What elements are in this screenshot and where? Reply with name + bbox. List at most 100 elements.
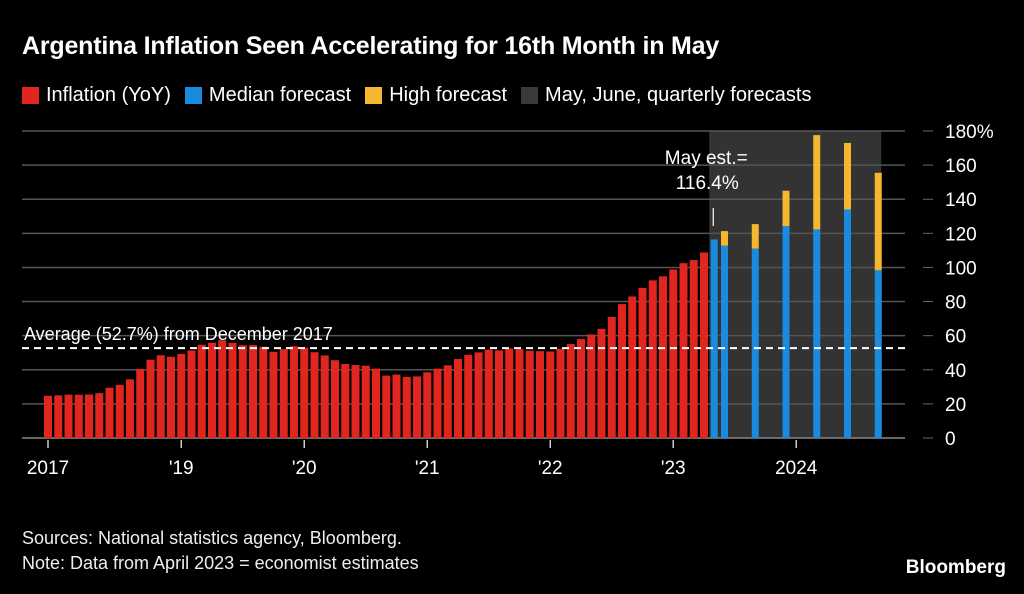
y-tick-label: 100: [945, 258, 977, 279]
inflation-bar: [454, 359, 462, 438]
median-forecast-bar: [813, 229, 821, 438]
inflation-bar: [197, 344, 206, 438]
sources-note: Sources: National statistics agency, Blo…: [22, 528, 402, 548]
data-note: Note: Data from April 2023 = economist e…: [22, 553, 419, 573]
inflation-bar: [351, 365, 360, 438]
inflation-bar: [402, 376, 411, 438]
inflation-bar: [648, 280, 657, 438]
inflation-bar: [269, 351, 278, 438]
inflation-bar: [95, 393, 104, 438]
high-forecast-bar: [782, 190, 790, 226]
legend-item-inflation: Inflation (YoY): [22, 84, 171, 107]
y-tick-label: 80: [945, 293, 966, 314]
inflation-bar: [577, 339, 585, 438]
inflation-bar: [669, 269, 678, 438]
y-tick-label: 120: [945, 224, 977, 245]
x-tick-label: '19: [169, 458, 194, 479]
inflation-bar: [341, 363, 350, 438]
median-forecast-bar: [782, 225, 790, 438]
legend-label: Inflation (YoY): [46, 84, 171, 106]
high-forecast-bar: [813, 135, 821, 230]
inflation-bar: [290, 346, 298, 438]
median-forecast-bar: [874, 270, 882, 438]
x-tick-label: 2017: [27, 458, 69, 479]
inflation-bar: [115, 384, 124, 438]
inflation-bar: [320, 355, 329, 438]
median-forecast-bar: [721, 245, 728, 438]
inflation-bar: [85, 394, 93, 438]
inflation-bar: [300, 347, 309, 438]
median-forecast-bar: [710, 239, 718, 438]
inflation-bar: [126, 379, 134, 438]
inflation-bar: [423, 372, 432, 438]
inflation-bar: [689, 260, 698, 438]
inflation-bar: [331, 360, 339, 438]
median-forecast-bar: [751, 248, 759, 438]
inflation-bar: [505, 348, 514, 438]
inflation-bar: [566, 344, 575, 438]
inflation-bar: [187, 350, 196, 438]
legend-swatch-blue: [184, 87, 202, 104]
inflation-bar: [607, 316, 616, 438]
legend-item-high: High forecast: [365, 84, 507, 107]
legend-label: Median forecast: [208, 84, 352, 106]
high-forecast-bar: [844, 142, 851, 210]
inflation-bar: [525, 350, 534, 438]
y-tick-label: 20: [945, 395, 966, 416]
y-tick-label: 0: [945, 429, 956, 450]
x-tick-label: '21: [415, 458, 440, 479]
inflation-bar: [156, 355, 165, 438]
y-tick-label: 60: [945, 327, 966, 348]
high-forecast-bar: [751, 224, 759, 249]
inflation-bar: [618, 304, 626, 438]
inflation-bar: [443, 365, 452, 438]
inflation-bar: [259, 346, 268, 438]
inflation-bar: [587, 334, 596, 438]
inflation-bar: [495, 350, 503, 438]
inflation-bar: [372, 368, 380, 438]
inflation-bar: [54, 395, 63, 438]
inflation-bar: [238, 345, 247, 438]
inflation-bar: [74, 394, 83, 438]
inflation-bar: [659, 276, 667, 438]
legend-label: High forecast: [389, 84, 508, 106]
annotation-value: 116.4%: [676, 173, 739, 194]
legend-item-median: Median forecast: [184, 84, 352, 107]
forecast-shaded-region: [709, 131, 882, 438]
inflation-bar: [64, 394, 73, 438]
inflation-bar: [413, 376, 421, 438]
x-tick-label: 2024: [775, 458, 818, 479]
inflation-bar: [628, 296, 637, 438]
x-tick-label: '20: [292, 458, 317, 479]
inflation-bar: [700, 252, 708, 438]
chart-title: Argentina Inflation Seen Accelerating fo…: [22, 32, 720, 60]
y-tick-label: 40: [945, 361, 966, 382]
inflation-bar: [392, 374, 401, 438]
x-tick-label: '22: [538, 458, 563, 479]
inflation-bar: [228, 342, 237, 438]
inflation-bar: [146, 359, 155, 438]
inflation-bar: [279, 349, 288, 438]
inflation-bar: [249, 345, 257, 438]
y-tick-label: 160: [945, 156, 977, 177]
inflation-bar: [433, 368, 442, 438]
inflation-bar: [382, 375, 391, 438]
average-label: Average (52.7%) from December 2017: [24, 324, 333, 344]
inflation-bar: [44, 395, 52, 438]
inflation-bar: [597, 328, 606, 438]
legend-swatch-yellow: [365, 87, 383, 104]
inflation-bar: [536, 351, 544, 438]
high-forecast-bar: [721, 231, 728, 246]
inflation-bar: [105, 387, 114, 438]
legend-swatch-red: [22, 87, 39, 104]
median-forecast-bar: [844, 209, 851, 438]
legend-swatch-gray: [521, 87, 539, 104]
legend-item-forecast-period: May, June, quarterly forecasts: [521, 84, 811, 107]
legend: Inflation (YoY) Median forecast High for…: [22, 84, 811, 107]
inflation-bar: [310, 352, 319, 438]
inflation-bar: [218, 340, 227, 438]
inflation-bar: [556, 348, 565, 438]
inflation-bar: [546, 351, 555, 438]
inflation-bar: [177, 353, 186, 438]
